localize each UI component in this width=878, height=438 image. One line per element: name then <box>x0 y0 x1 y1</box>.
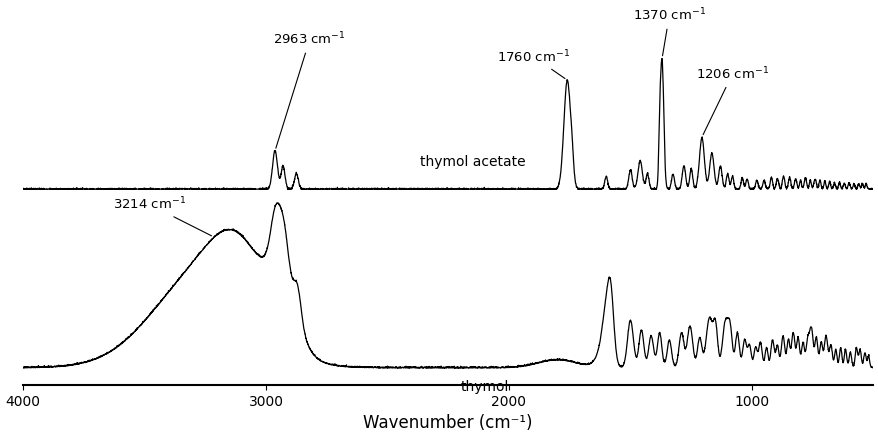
Text: thymol: thymol <box>460 380 508 394</box>
Text: 3214 cm$^{-1}$: 3214 cm$^{-1}$ <box>112 196 212 236</box>
Text: 2963 cm$^{-1}$: 2963 cm$^{-1}$ <box>273 31 346 148</box>
Text: 1370 cm$^{-1}$: 1370 cm$^{-1}$ <box>632 7 705 56</box>
Text: thymol acetate: thymol acetate <box>420 155 525 169</box>
Text: 1206 cm$^{-1}$: 1206 cm$^{-1}$ <box>695 66 768 134</box>
X-axis label: Wavenumber (cm⁻¹): Wavenumber (cm⁻¹) <box>363 414 532 432</box>
Text: 1760 cm$^{-1}$: 1760 cm$^{-1}$ <box>496 48 569 78</box>
